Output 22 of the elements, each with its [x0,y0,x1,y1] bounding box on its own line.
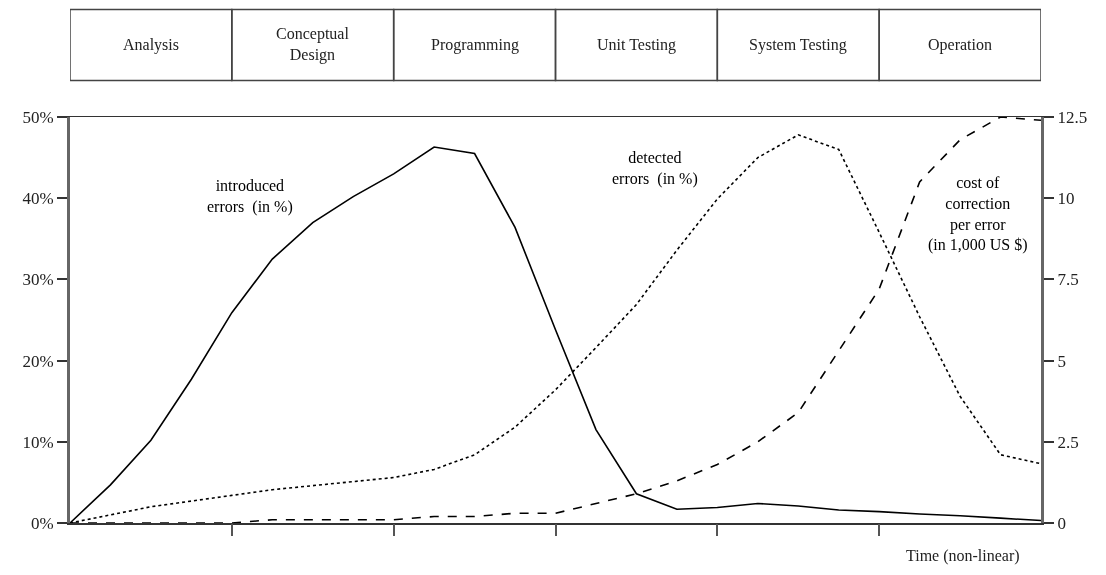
series-label: detected errors (in %) [612,149,698,188]
y2-tick-label: 7.5 [1057,270,1079,290]
y2-tick-label: 12.5 [1057,107,1088,127]
text: Analysis [123,36,179,54]
y2-tick-label: 5 [1057,351,1066,371]
y2-tick-label: 10 [1057,189,1075,209]
y-tick-label: 20% [22,351,54,371]
y-tick-label: 40% [22,189,54,209]
y2-tick-label: 2.5 [1057,432,1079,452]
text: Operation [928,36,992,54]
y-tick-label: 0% [30,513,54,533]
text: Unit Testing [597,36,677,54]
series-label: cost of correction per error (in 1,000 US $) [928,174,1028,255]
series-label: introduced errors (in %) [207,177,293,216]
y-tick-label: 30% [22,270,54,290]
y2-tick-label: 0 [1057,513,1066,533]
text: Conceptual Design [276,25,350,64]
text: Programming [431,36,519,54]
text: System Testing [749,36,847,54]
x-axis-title: Time (non-linear) [906,547,1020,565]
y-tick-label: 50% [22,107,54,127]
y-tick-label: 10% [22,432,54,452]
